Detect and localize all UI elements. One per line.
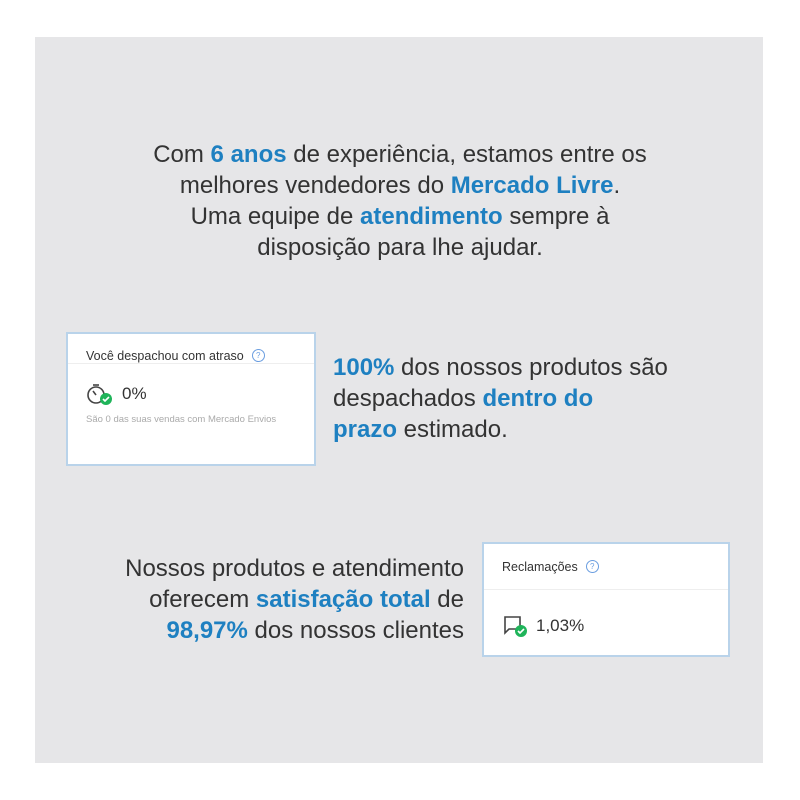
text-segment: melhores vendedores do	[179, 172, 451, 199]
text-segment: Com	[153, 141, 211, 168]
shipping-text: 100% dos nossos produtos são despachados …	[333, 352, 668, 445]
text-segment: disposição para lhe ajudar.	[257, 234, 543, 261]
highlight-text: 98,97%	[166, 617, 248, 644]
chat-check-icon	[504, 616, 527, 637]
satisfaction-text: Nossos produtos e atendimento oferecem sa…	[125, 553, 464, 646]
card-title-text: Você despachou com atraso	[86, 348, 244, 363]
value-row: 1,03%	[484, 614, 728, 638]
text-segment: .	[613, 172, 621, 199]
highlight-text: prazo	[333, 416, 398, 443]
late-shipping-value: 0%	[122, 384, 147, 403]
late-shipping-note: São 0 das suas vendas com Mercado Envios	[86, 414, 277, 425]
card-title: Reclamações ?	[484, 544, 728, 590]
highlight-text: satisfação total	[255, 586, 431, 613]
highlight-text: 100%	[333, 354, 395, 381]
late-shipping-card: Você despachou com atraso ? 0% São 0 das…	[66, 332, 316, 466]
text-segment: dos nossos produtos são	[394, 354, 668, 381]
text-segment: estimado.	[397, 416, 508, 443]
headline: Com 6 anos de experiência, estamos entre…	[0, 139, 800, 263]
card-title-text: Reclamações	[502, 559, 578, 574]
text-segment: despachados	[333, 385, 483, 412]
text-segment: de experiência, estamos entre os	[286, 141, 647, 168]
complaints-value: 1,03%	[536, 616, 585, 635]
text-segment: Nossos produtos e atendimento	[125, 555, 464, 582]
stopwatch-check-icon	[87, 384, 112, 405]
text-segment: sempre à	[502, 203, 610, 230]
highlight-text: atendimento	[360, 203, 503, 230]
value-row: 0%	[68, 382, 314, 406]
highlight-text: dentro do	[482, 385, 594, 412]
help-icon[interactable]: ?	[585, 560, 599, 573]
help-icon[interactable]: ?	[251, 349, 265, 362]
highlight-text: 6 anos	[210, 141, 287, 168]
highlight-text: Mercado Livre	[450, 172, 614, 199]
text-segment: dos nossos clientes	[247, 617, 464, 644]
text-segment: oferecem	[149, 586, 256, 613]
text-segment: de	[430, 586, 464, 613]
card-title: Você despachou com atraso ?	[68, 334, 314, 364]
text-segment: Uma equipe de	[190, 203, 361, 230]
complaints-card: Reclamações ? 1,03%	[482, 542, 730, 657]
